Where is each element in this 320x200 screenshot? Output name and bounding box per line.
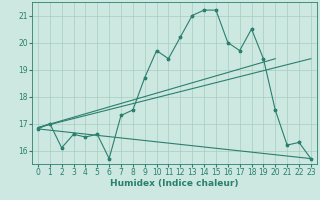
X-axis label: Humidex (Indice chaleur): Humidex (Indice chaleur) xyxy=(110,179,239,188)
